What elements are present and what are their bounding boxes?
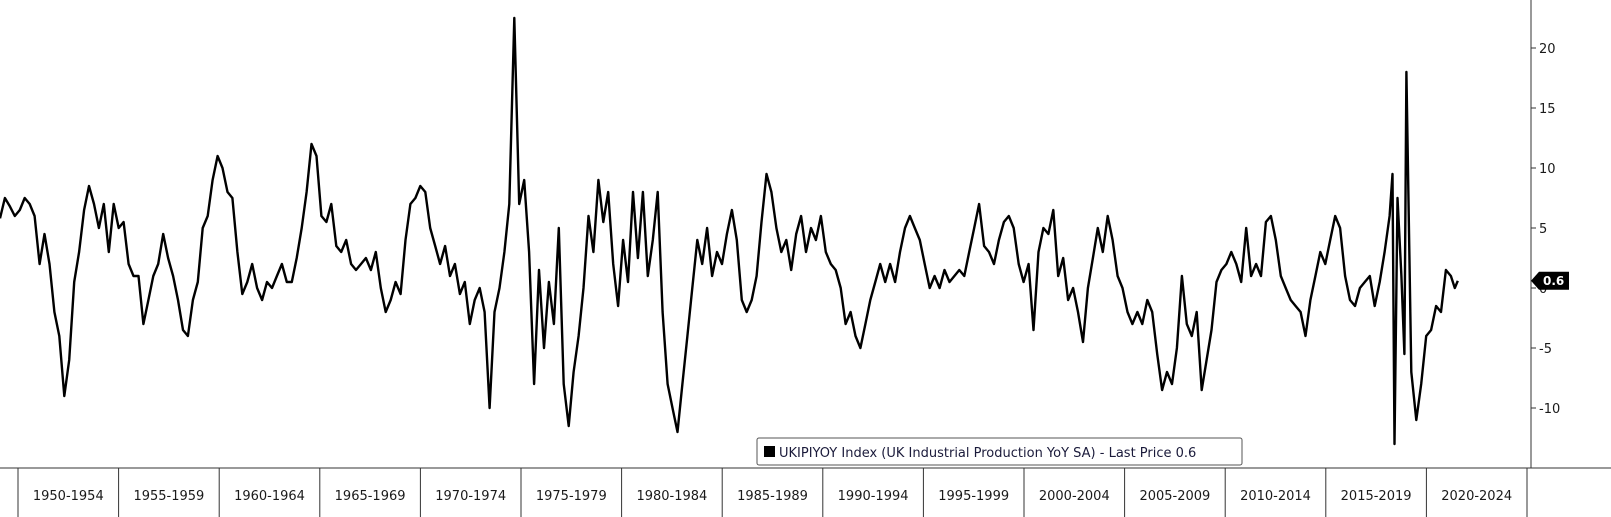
- y-tick-label: 20: [1539, 42, 1556, 57]
- x-tick-label: 1970-1974: [435, 489, 506, 504]
- y-tick-label: 10: [1539, 162, 1556, 177]
- x-tick-label: 2010-2014: [1240, 489, 1311, 504]
- x-tick-label: 1995-1999: [938, 489, 1009, 504]
- y-tick-label: -5: [1539, 342, 1552, 357]
- legend-label: UKIPIYOY Index (UK Industrial Production…: [779, 446, 1196, 461]
- legend-swatch: [764, 446, 775, 457]
- x-tick-label: 2020-2024: [1441, 489, 1512, 504]
- x-tick-label: 1950-1954: [33, 489, 104, 504]
- y-tick-label: 15: [1539, 102, 1556, 117]
- x-tick-label: 2000-2004: [1039, 489, 1110, 504]
- legend-box: [756, 437, 1243, 466]
- x-tick-label: 2005-2009: [1139, 489, 1210, 504]
- x-axis: 1950-1954 1955-1959 1960-1964 1965-1969 1970…: [0, 467, 1611, 517]
- last-value-tag: [1531, 271, 1569, 290]
- x-tick-label: 1965-1969: [335, 489, 406, 504]
- y-tick-label: 5: [1539, 222, 1547, 237]
- legend: UKIPIYOY Index (UK Industrial Production…: [756, 437, 1243, 466]
- plot-area: [0, 16, 1459, 446]
- x-tick-label: 1990-1994: [838, 489, 909, 504]
- x-tick-label: 2015-2019: [1341, 489, 1412, 504]
- last-value-label: 0.6: [1543, 274, 1564, 288]
- series-line: [0, 16, 1459, 446]
- y-tick-label: -10: [1539, 402, 1560, 417]
- x-tick-label: 1985-1989: [737, 489, 808, 504]
- x-tick-label: 1980-1984: [636, 489, 707, 504]
- x-tick-label: 1975-1979: [536, 489, 607, 504]
- x-tick-label: 1960-1964: [234, 489, 305, 504]
- y-axis: 20151050-5-10: [1530, 0, 1560, 468]
- x-tick-label: 1955-1959: [133, 489, 204, 504]
- last-value-marker: 0.6: [1531, 271, 1569, 290]
